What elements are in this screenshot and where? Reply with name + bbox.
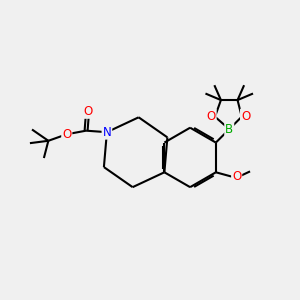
Text: O: O [241,110,250,123]
Text: B: B [225,123,233,136]
Text: O: O [62,128,71,141]
Text: O: O [232,170,241,183]
Text: O: O [83,105,92,118]
Text: N: N [103,126,111,139]
Text: O: O [206,110,216,123]
